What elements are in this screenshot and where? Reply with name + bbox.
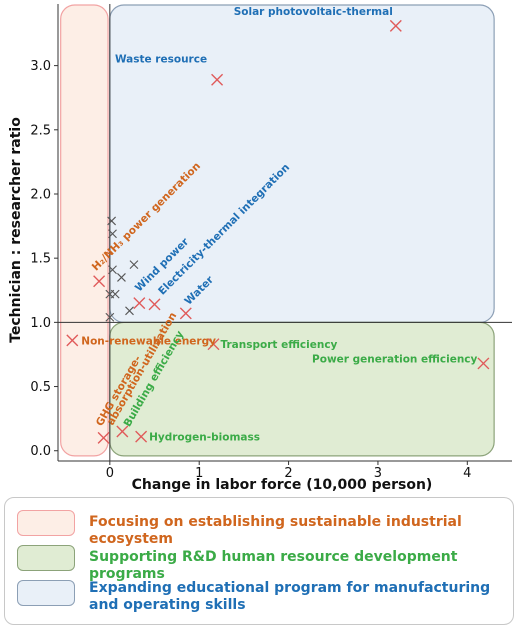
x-tick-label: 1 (195, 466, 203, 481)
legend-item-rnd: Supporting R&D human resource developmen… (17, 545, 509, 583)
gray-point-stroke (117, 273, 126, 282)
y-axis-label: Technician : researcher ratio (8, 117, 24, 343)
gray-point (129, 260, 139, 269)
red-point (148, 298, 161, 311)
points-layer (66, 19, 490, 444)
red-point-stroke (133, 297, 146, 310)
red-point (97, 431, 110, 444)
gray-point-stroke (129, 260, 139, 269)
red-point (389, 19, 402, 32)
legend-label-rnd: Supporting R&D human resource developmen… (89, 549, 458, 582)
gray-point-stroke (108, 229, 117, 239)
red-point-stroke (66, 334, 79, 347)
red-point (66, 334, 79, 347)
region-blue (109, 4, 495, 323)
legend: Focusing on establishing sustainable ind… (4, 497, 514, 625)
red-point-stroke (179, 307, 192, 320)
legend-item-education: Expanding educational program for manufa… (17, 580, 509, 614)
point-label: Solar photovoltaic-thermal (234, 6, 393, 18)
legend-swatch-orange (17, 510, 75, 536)
y-tick-label: 3.0 (30, 59, 51, 74)
x-tick-label: 3 (374, 466, 382, 481)
red-point-stroke (135, 430, 148, 443)
gray-point-stroke (110, 289, 120, 299)
red-point (477, 357, 490, 370)
gray-point (117, 273, 126, 282)
red-point-stroke (148, 298, 161, 311)
legend-swatch-green (17, 545, 75, 571)
point-label: Waste resource (115, 54, 207, 66)
y-tick-label: 1.0 (30, 316, 51, 331)
x-tick-label: 2 (284, 466, 292, 481)
legend-label-education: Expanding educational program for manufa… (89, 580, 491, 613)
y-tick-label: 2.5 (30, 123, 51, 138)
gray-point (110, 289, 120, 299)
red-point (116, 425, 129, 438)
red-point (133, 297, 146, 310)
red-point-stroke (116, 425, 129, 438)
legend-swatch-blue (17, 580, 75, 606)
point-label: Hydrogen-biomass (149, 432, 260, 444)
point-label: Transport efficiency (221, 339, 338, 351)
red-point (93, 275, 106, 288)
axes-layer: 0 1 2 3 4 0.0 0.5 1.0 1.5 2.0 2.5 3.0 (30, 4, 512, 481)
scatter-chart: 0 1 2 3 4 0.0 0.5 1.0 1.5 2.0 2.5 3.0 Solar photovo… (8, 4, 512, 493)
red-point-stroke (389, 19, 402, 32)
gray-point (125, 306, 134, 316)
red-point-stroke (477, 357, 490, 370)
gray-point (108, 265, 117, 275)
red-point (207, 338, 220, 351)
x-tick-label: 0 (106, 466, 114, 481)
legend-label-ecosystem: Focusing on establishing sustainable ind… (89, 514, 462, 547)
point-label: Non-renewable energy (81, 335, 216, 347)
red-point-stroke (93, 275, 106, 288)
region-orange (60, 4, 109, 457)
red-point (211, 73, 224, 86)
red-point-stroke (97, 431, 110, 444)
legend-item-ecosystem: Focusing on establishing sustainable ind… (17, 510, 509, 548)
gray-point (108, 229, 117, 239)
point-label: Power generation efficiency (312, 353, 477, 365)
gray-point-stroke (108, 265, 117, 275)
x-axis-label: Change in labor force (10,000 person) (132, 477, 433, 493)
red-point-stroke (211, 73, 224, 86)
x-tick-label: 4 (463, 466, 471, 481)
gray-point (107, 216, 117, 226)
y-tick-label: 0.0 (30, 444, 51, 459)
gray-point-stroke (107, 216, 117, 226)
y-tick-label: 0.5 (30, 380, 51, 395)
gray-point-stroke (125, 306, 134, 316)
gray-point-stroke (105, 312, 115, 322)
y-tick-label: 1.5 (30, 252, 51, 267)
red-point (135, 430, 148, 443)
y-tick-label: 2.0 (30, 187, 51, 202)
regions-layer (60, 4, 495, 457)
red-point (179, 307, 192, 320)
red-point-stroke (207, 338, 220, 351)
gray-point (105, 312, 115, 322)
